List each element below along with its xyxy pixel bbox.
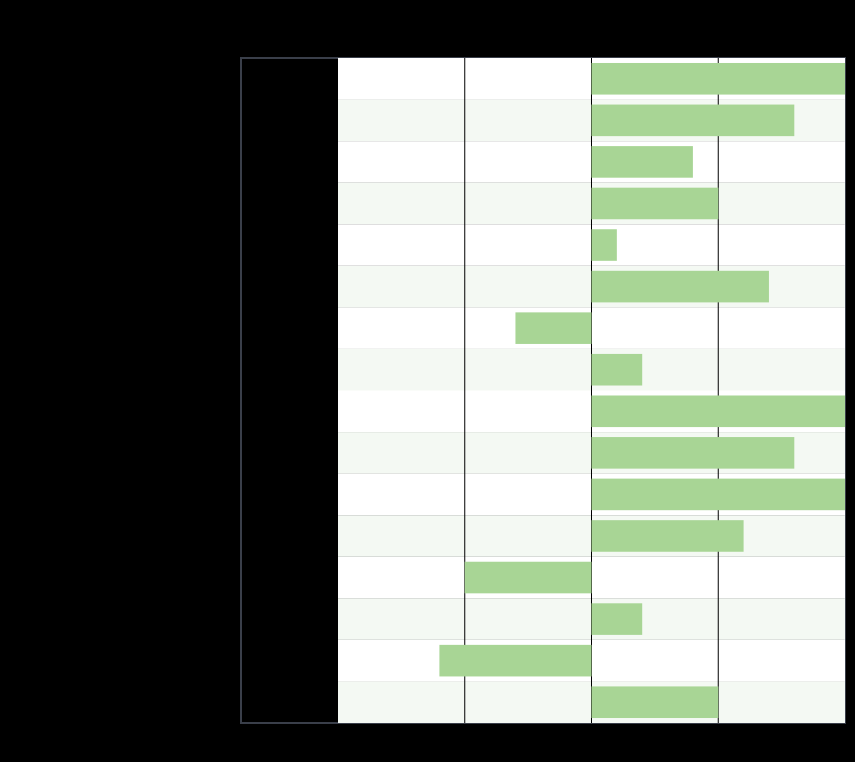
bar xyxy=(591,62,845,95)
bar xyxy=(591,478,845,511)
bar xyxy=(591,520,744,552)
bar xyxy=(591,270,769,303)
bar xyxy=(591,229,617,261)
bar xyxy=(591,686,719,719)
bar xyxy=(591,146,693,178)
bar xyxy=(591,395,845,428)
bar xyxy=(439,644,592,677)
x-tick-label: -1 xyxy=(459,731,470,745)
bar xyxy=(591,603,643,635)
bar xyxy=(464,561,592,594)
bar xyxy=(591,353,643,386)
x-tick-label: 1 xyxy=(715,731,722,745)
bar xyxy=(591,187,719,220)
bar xyxy=(591,437,795,469)
x-tick-label: 2 xyxy=(842,731,849,745)
bar xyxy=(515,312,592,344)
x-tick-label: 0 xyxy=(588,731,595,745)
bar xyxy=(591,104,795,137)
x-tick-label: -2 xyxy=(333,731,344,745)
